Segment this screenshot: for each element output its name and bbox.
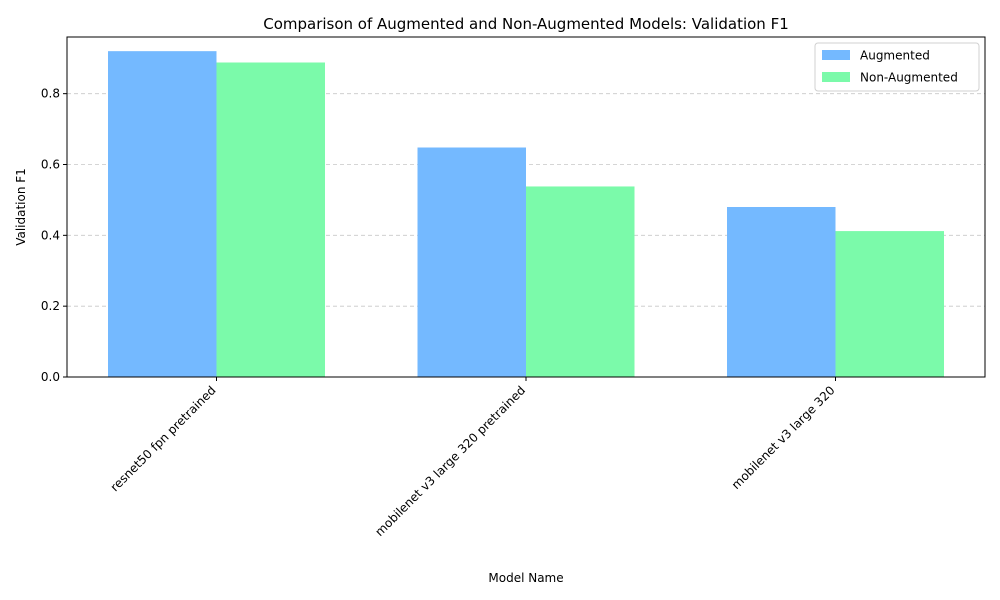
x-tick-label: resnet50 fpn pretrained bbox=[108, 383, 219, 494]
bar-augmented-2 bbox=[727, 207, 836, 377]
x-tick-label: mobilenet v3 large 320 bbox=[729, 383, 838, 492]
x-tick-label: mobilenet v3 large 320 pretrained bbox=[372, 383, 528, 539]
bar-non-augmented-2 bbox=[835, 231, 944, 377]
y-tick-label: 0.4 bbox=[41, 228, 60, 242]
y-tick-label: 0.0 bbox=[41, 370, 60, 384]
legend-label: Augmented bbox=[860, 49, 930, 63]
bar-non-augmented-0 bbox=[216, 62, 325, 377]
bar-augmented-1 bbox=[417, 147, 526, 377]
x-ticks: resnet50 fpn pretrained mobilenet v3 larg… bbox=[108, 377, 838, 539]
legend: Augmented Non-Augmented bbox=[814, 42, 980, 92]
legend-label: Non-Augmented bbox=[860, 71, 958, 85]
y-tick-label: 0.2 bbox=[41, 299, 60, 313]
legend-box bbox=[814, 42, 980, 92]
legend-swatch bbox=[822, 72, 850, 82]
y-tick-label: 0.6 bbox=[41, 158, 60, 172]
x-axis-label: Model Name bbox=[488, 571, 563, 585]
legend-swatch bbox=[822, 50, 850, 60]
chart-title: Comparison of Augmented and Non-Augmente… bbox=[263, 15, 789, 33]
bars bbox=[108, 51, 944, 378]
y-tick-label: 0.8 bbox=[41, 87, 60, 101]
y-axis-label: Validation F1 bbox=[14, 168, 28, 246]
y-ticks: 0.0 0.2 0.4 0.6 0.8 bbox=[41, 87, 67, 384]
bar-augmented-0 bbox=[108, 51, 217, 378]
bar-non-augmented-1 bbox=[526, 186, 635, 377]
